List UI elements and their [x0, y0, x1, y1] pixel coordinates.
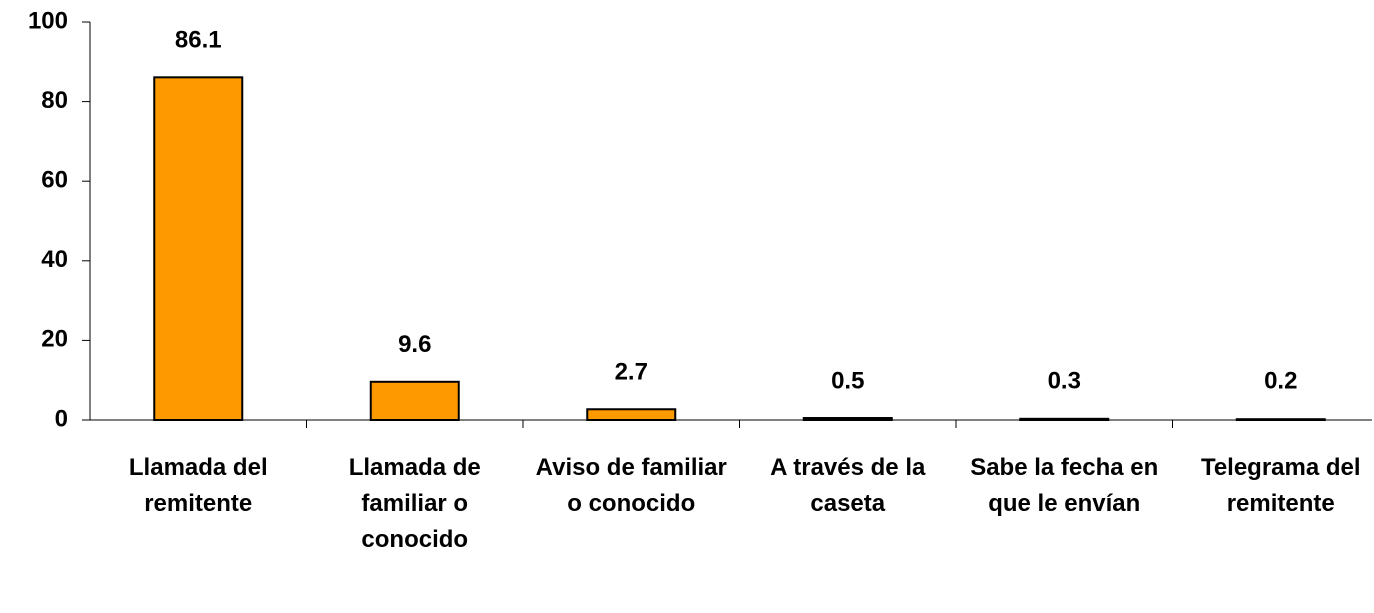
value-label: 86.1 [175, 27, 222, 54]
x-tick-label: Llamada del remitente [128, 454, 268, 517]
y-tick-label: 40 [41, 246, 68, 273]
x-tick-label: Llamada de familiar o conocido [348, 454, 481, 553]
x-tick-label: A través de la caseta [770, 454, 926, 517]
x-tick-label: Telegrama del remitente [1200, 454, 1361, 517]
value-label: 2.7 [615, 359, 648, 386]
y-tick-label: 0 [55, 405, 68, 432]
bar [369, 380, 460, 421]
bar [1019, 417, 1110, 421]
value-label: 9.6 [398, 331, 431, 358]
y-tick-label: 60 [41, 167, 68, 194]
x-tick-label: Aviso de familiar o conocido [535, 454, 727, 517]
value-label: 0.5 [831, 367, 864, 394]
bar [802, 417, 893, 422]
y-tick-label: 100 [28, 7, 68, 34]
value-label: 0.2 [1264, 367, 1297, 394]
x-tick-label: Sabe la fecha en que le envían [970, 454, 1159, 517]
bar [1235, 418, 1326, 422]
y-tick-label: 80 [41, 87, 68, 114]
bar [153, 76, 244, 422]
y-tick-label: 20 [41, 326, 68, 353]
bar [586, 408, 677, 421]
value-label: 0.3 [1048, 367, 1081, 394]
